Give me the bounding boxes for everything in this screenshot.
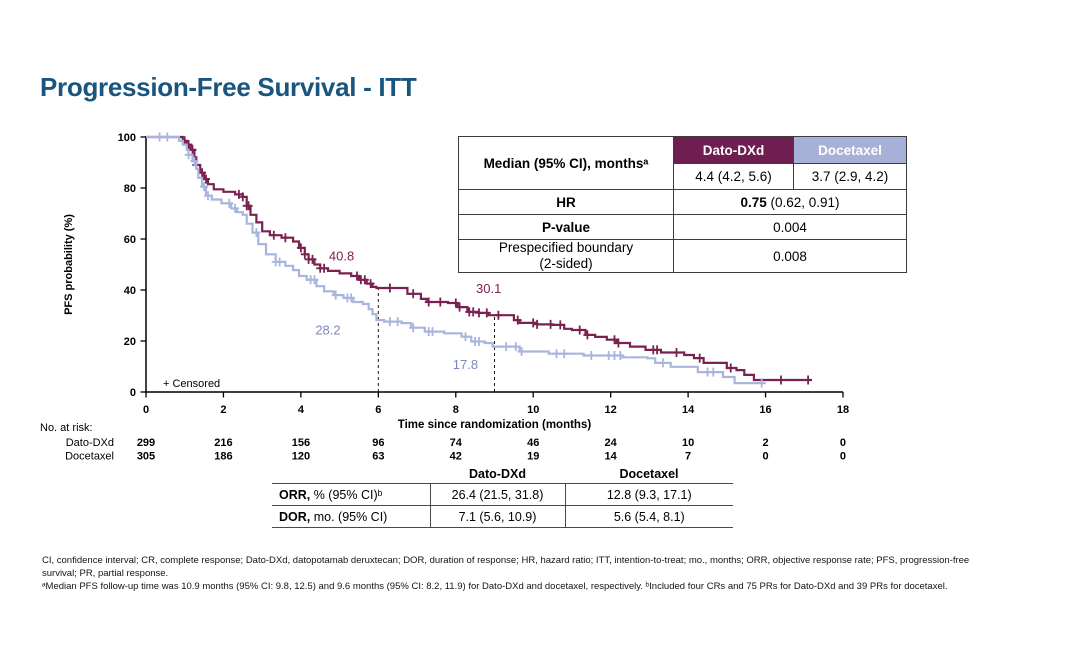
response-header-blank xyxy=(272,464,430,484)
x-axis-title: Time since randomization (months) xyxy=(398,419,592,431)
orr-value-docetaxel: 12.8 (9.3, 17.1) xyxy=(564,483,733,506)
page-title: Progression-Free Survival - ITT xyxy=(40,72,417,102)
at-risk-value: 2 xyxy=(762,437,768,449)
at-risk-value: 96 xyxy=(372,437,384,449)
stats-pvalue-label: P-value xyxy=(458,214,674,240)
at-risk-value: 46 xyxy=(527,437,539,449)
docetaxel-censor-marks xyxy=(155,132,766,388)
x-tick-label: 4 xyxy=(298,404,305,416)
stats-hr-label: HR xyxy=(458,189,674,215)
x-tick-label: 0 xyxy=(143,404,149,416)
footnotes: CI, confidence interval; CR, complete re… xyxy=(42,554,1052,593)
dor-value-docetaxel: 5.6 (5.4, 8.1) xyxy=(564,505,733,528)
dato-dxd-censor-marks xyxy=(180,136,813,385)
footnote-line: ᵃMedian PFS follow-up time was 10.9 mont… xyxy=(42,581,948,592)
median-annotation: 17.8 xyxy=(453,357,478,372)
dor-row-label: DOR, mo. (95% CI) xyxy=(272,505,430,528)
y-tick-label: 100 xyxy=(118,132,136,144)
stats-header-dato: Dato-DXd xyxy=(673,136,794,164)
stats-hr-value: 0.75 (0.62, 0.91) xyxy=(673,189,907,215)
censored-legend: + Censored xyxy=(163,378,220,390)
at-risk-value: 19 xyxy=(527,451,539,463)
at-risk-value: 299 xyxy=(137,437,155,449)
at-risk-value: 10 xyxy=(682,437,694,449)
dato-dxd-curve xyxy=(146,135,812,382)
y-tick-label: 0 xyxy=(130,387,136,399)
at-risk-value: 7 xyxy=(685,451,691,463)
x-tick-label: 12 xyxy=(605,404,617,416)
at-risk-value: 216 xyxy=(214,437,232,449)
x-tick-label: 6 xyxy=(375,404,381,416)
footnote-line: survival; PR, partial response. xyxy=(42,568,169,579)
y-tick-label: 20 xyxy=(124,336,136,348)
x-tick-label: 2 xyxy=(220,404,226,416)
at-risk-value: 186 xyxy=(214,451,232,463)
at-risk-value: 156 xyxy=(292,437,310,449)
orr-row-label: ORR, % (95% CI)ᵇ xyxy=(272,483,430,506)
median-annotation: 40.8 xyxy=(329,249,354,264)
x-tick-label: 8 xyxy=(453,404,459,416)
stats-pvalue: 0.004 xyxy=(673,214,907,240)
median-annotation: 30.1 xyxy=(476,281,501,296)
orr-value-dato: 26.4 (21.5, 31.8) xyxy=(429,483,565,506)
at-risk-value: 305 xyxy=(137,451,155,463)
stats-header-docetaxel: Docetaxel xyxy=(793,136,907,164)
x-tick-label: 10 xyxy=(527,404,539,416)
response-header-docetaxel: Docetaxel xyxy=(565,464,733,484)
x-tick-label: 18 xyxy=(837,404,849,416)
median-annotation: 28.2 xyxy=(315,322,340,337)
stats-table: Median (95% CI), monthsᵃ Dato-DXd Doceta… xyxy=(458,136,907,273)
stats-median-label: Median (95% CI), monthsᵃ xyxy=(458,136,674,190)
x-tick-label: 16 xyxy=(759,404,771,416)
footnote-line: CI, confidence interval; CR, complete re… xyxy=(42,555,970,566)
at-risk-value: 63 xyxy=(372,451,384,463)
response-table: Dato-DXd Docetaxel ORR, % (95% CI)ᵇ 26.4… xyxy=(272,464,733,528)
y-axis-title: PFS probability (%) xyxy=(63,214,75,315)
stats-boundary-label: Prespecified boundary (2-sided) xyxy=(458,239,674,273)
at-risk-row-label: Docetaxel xyxy=(65,451,114,463)
at-risk-value: 0 xyxy=(840,437,846,449)
at-risk-value: 0 xyxy=(762,451,768,463)
at-risk-value: 14 xyxy=(605,451,618,463)
at-risk-value: 120 xyxy=(292,451,310,463)
at-risk-value: 24 xyxy=(605,437,618,449)
at-risk-value: 0 xyxy=(840,451,846,463)
x-tick-label: 14 xyxy=(682,404,695,416)
dor-value-dato: 7.1 (5.6, 10.9) xyxy=(429,505,565,528)
stats-boundary-value: 0.008 xyxy=(673,239,907,273)
at-risk-header: No. at risk: xyxy=(40,422,93,434)
at-risk-value: 74 xyxy=(450,437,463,449)
at-risk-row-label: Dato-DXd xyxy=(66,437,114,449)
stats-hr-value-rest: (0.62, 0.91) xyxy=(766,194,840,210)
stats-hr-value-strong: 0.75 xyxy=(740,194,767,210)
y-tick-label: 60 xyxy=(124,234,136,246)
y-tick-label: 80 xyxy=(124,183,136,195)
stats-median-dato: 4.4 (4.2, 5.6) xyxy=(673,163,794,190)
response-header-dato: Dato-DXd xyxy=(430,464,565,484)
stats-median-docetaxel: 3.7 (2.9, 4.2) xyxy=(793,163,907,190)
y-tick-label: 40 xyxy=(124,285,136,297)
at-risk-value: 42 xyxy=(450,451,462,463)
